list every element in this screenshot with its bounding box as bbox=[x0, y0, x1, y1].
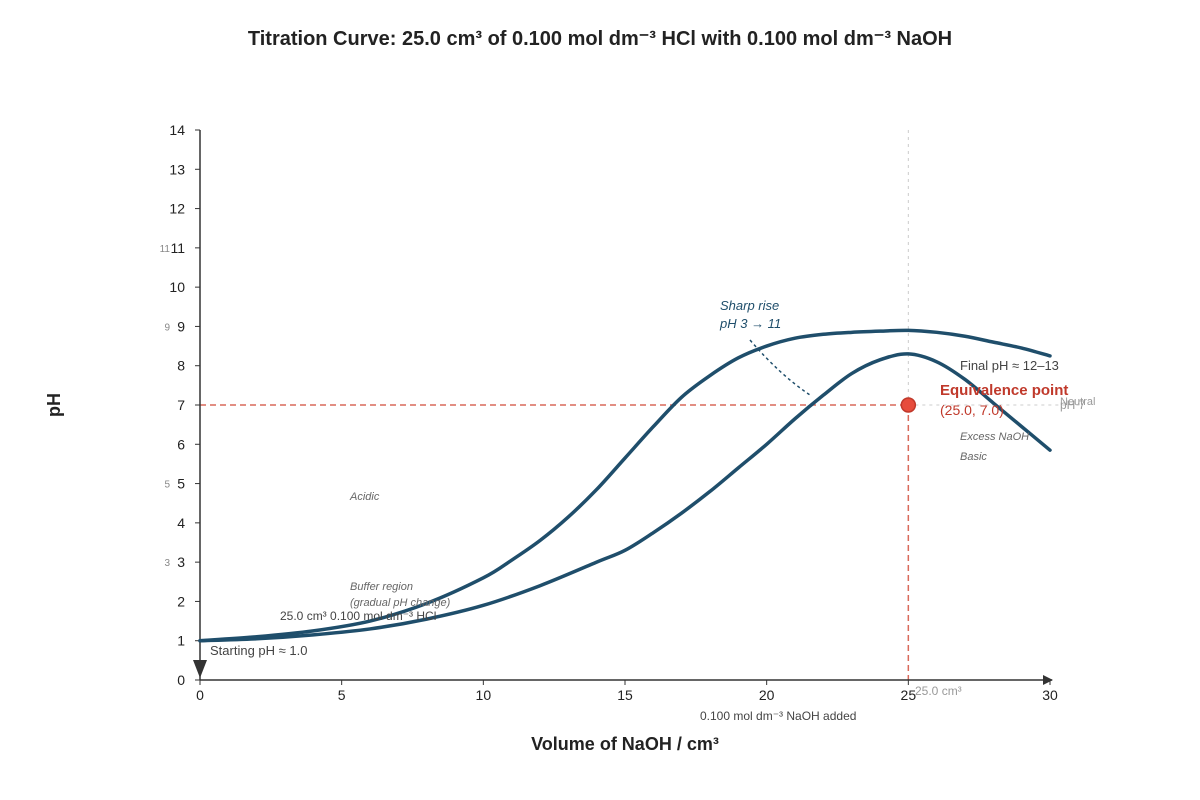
x-tick-label: 25 bbox=[901, 687, 917, 703]
y-tick-label: 7 bbox=[177, 397, 185, 413]
annotation-basic: Basic bbox=[960, 451, 987, 463]
y-tick-label: 9 bbox=[177, 318, 185, 334]
series-group bbox=[198, 328, 1052, 643]
y-tick-label: 10 bbox=[169, 279, 185, 295]
y-faint-tick-label: 9 bbox=[164, 322, 170, 333]
y-tick-label: 11 bbox=[170, 240, 185, 256]
sharp-rise-pointer bbox=[749, 339, 811, 396]
y-tick-label: 5 bbox=[177, 476, 185, 492]
y-faint-tick-label: 5 bbox=[164, 480, 170, 491]
annotation-buffer-sub: (gradual pH change) bbox=[350, 597, 451, 609]
y-tick-label: 1 bbox=[177, 633, 185, 649]
y-tick-label: 2 bbox=[177, 593, 185, 609]
y-tick-label: 0 bbox=[177, 672, 185, 688]
y-faint-tick-label: 11 bbox=[160, 244, 171, 255]
series-line-2 bbox=[198, 352, 1052, 643]
annotation-buffer-region: Buffer region bbox=[350, 581, 413, 593]
y-axis-arrow bbox=[193, 660, 207, 678]
y-tick-label: 14 bbox=[169, 122, 185, 138]
annotation-hcl-volume: 25.0 cm³ 0.100 mol dm⁻³ HCl bbox=[280, 609, 436, 623]
y-tick-label: 12 bbox=[169, 201, 185, 217]
y-tick-label: 13 bbox=[169, 161, 185, 177]
annotation-sharp-rise: Sharp rise bbox=[720, 298, 779, 313]
annotation-excess-naoh: Excess NaOH bbox=[960, 431, 1029, 443]
annotation-final-ph: Final pH ≈ 12–13 bbox=[960, 358, 1059, 373]
y-tick-label: 8 bbox=[177, 358, 185, 374]
y-tick-label: 6 bbox=[177, 436, 185, 452]
series-line-1 bbox=[198, 328, 1052, 643]
y-faint-tick-label: 3 bbox=[164, 558, 170, 569]
x-tick-label: 30 bbox=[1042, 687, 1058, 703]
x-tick-label: 10 bbox=[476, 687, 492, 703]
x-tick-label: 15 bbox=[617, 687, 633, 703]
x-tick-label: 20 bbox=[759, 687, 775, 703]
annotation-sharp-rise-sub: pH 3 → 11 bbox=[719, 316, 781, 331]
equivalence-point-title: Equivalence point bbox=[940, 382, 1068, 399]
y-axis-faint-ticks: 3 5 9 11 bbox=[160, 244, 171, 569]
annotation-ph7: pH 7 bbox=[1060, 398, 1086, 412]
annotation-starting-ph: Starting pH ≈ 1.0 bbox=[210, 643, 307, 658]
y-tick-label: 3 bbox=[177, 554, 185, 570]
y-axis-title: pH bbox=[44, 393, 64, 417]
annotation-acidic: Acidic bbox=[349, 491, 380, 503]
equivalence-point-marker bbox=[900, 397, 917, 413]
x-tick-label: 0 bbox=[196, 687, 204, 703]
annotation-neutral: Neutral bbox=[1060, 396, 1095, 408]
y-tick-label: 4 bbox=[177, 515, 185, 531]
chart-title: Titration Curve: 25.0 cm³ of 0.100 mol d… bbox=[248, 28, 952, 50]
x-axis-title: Volume of NaOH / cm³ bbox=[531, 734, 719, 754]
annotation-naoh-added: 0.100 mol dm⁻³ NaOH added bbox=[700, 709, 856, 723]
equivalence-point-label: (25.0, 7.0) bbox=[940, 402, 1004, 418]
x-tick-label: 5 bbox=[338, 687, 346, 703]
annotation-vol-25: 25.0 cm³ bbox=[915, 684, 962, 698]
x-axis-ticks: 0 5 10 15 20 25 30 bbox=[196, 680, 1058, 703]
